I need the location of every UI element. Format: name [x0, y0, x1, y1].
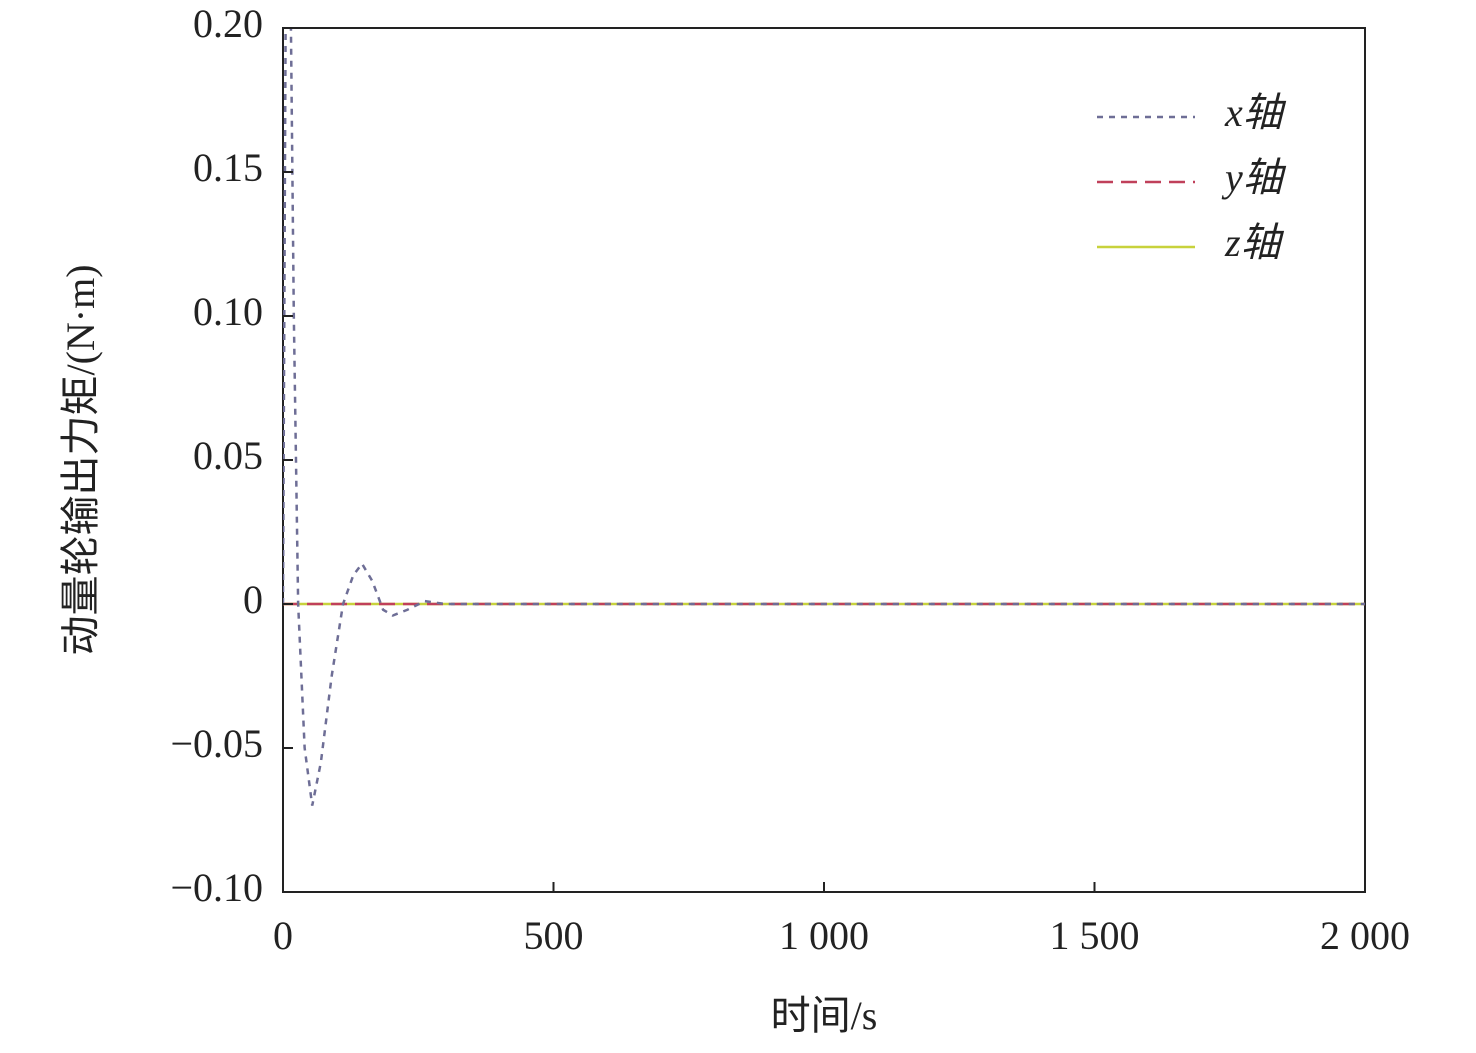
plot-frame	[282, 27, 1366, 893]
y-axis-label: 动量轮输出力矩/(N·m)	[58, 264, 103, 655]
x-axis-label: 时间/s	[771, 993, 878, 1038]
y-tick-label: 0.05	[193, 433, 263, 478]
y-tick-label: 0	[243, 577, 263, 622]
y-tick-label: 0.20	[193, 1, 263, 46]
x-tick-label: 500	[524, 913, 584, 958]
plot-area	[283, 28, 1365, 806]
x-tick-label: 1 000	[779, 913, 869, 958]
y-tick-label: −0.05	[170, 721, 263, 766]
y-tick-label: −0.10	[170, 865, 263, 910]
y-tick-label: 0.10	[193, 289, 263, 334]
legend-label: y轴	[1221, 155, 1287, 200]
x-tick-label: 1 500	[1050, 913, 1140, 958]
y-tick-label: 0.15	[193, 145, 263, 190]
x-tick-label: 2 000	[1320, 913, 1410, 958]
legend-label: z轴	[1224, 220, 1285, 265]
series-line	[283, 28, 1365, 806]
legend-label: x轴	[1224, 90, 1287, 135]
x-tick-label: 0	[273, 913, 293, 958]
